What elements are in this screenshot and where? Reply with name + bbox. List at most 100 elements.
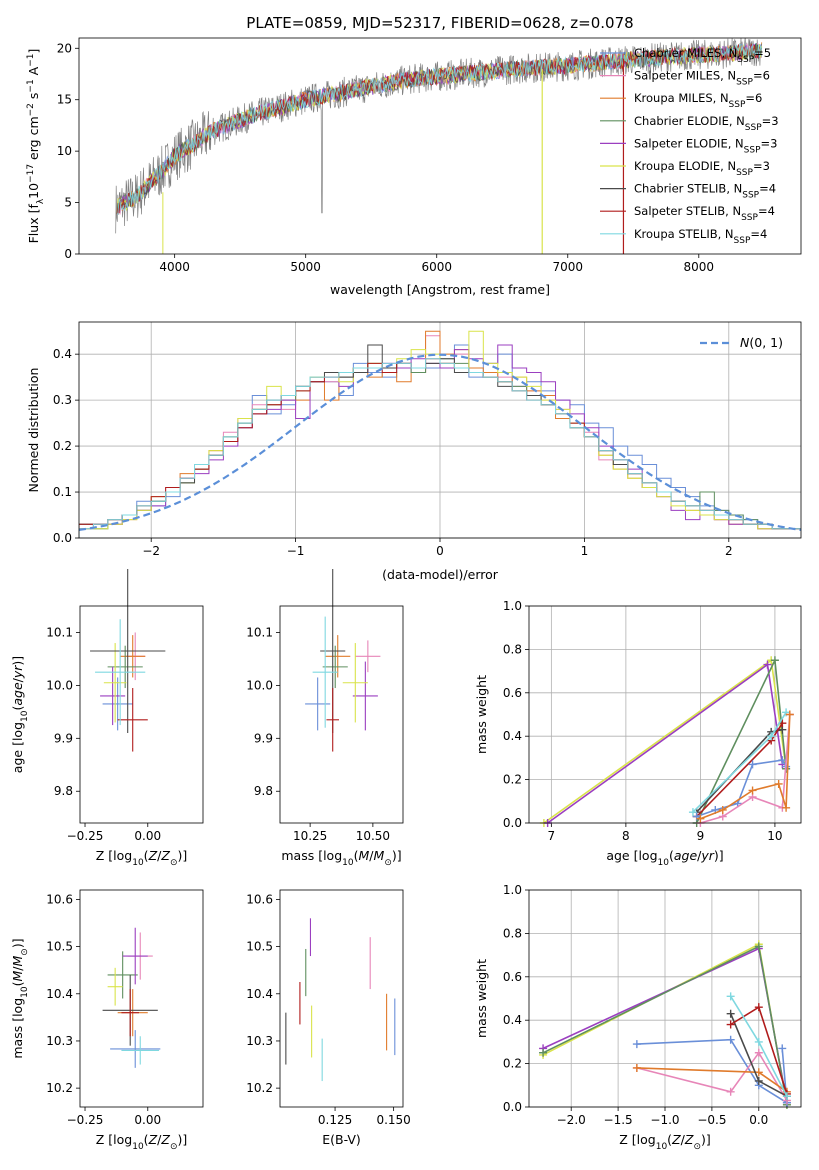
series-marker xyxy=(782,1092,791,1101)
series-marker xyxy=(726,1020,735,1029)
errorbar-chabrier-miles xyxy=(110,1030,161,1068)
x-tick-label: −0.25 xyxy=(67,1113,104,1127)
y-tick-label: 0.6 xyxy=(503,970,522,984)
y-tick-label: 0.4 xyxy=(503,729,522,743)
panel-age-vs-mass: 10.25 10.50 9.8 9.9 10.0 10.1 mass [log10(M/M⊙… xyxy=(246,568,404,868)
legend-label: Chabrier ELODIE, NSSP=3 xyxy=(634,114,779,133)
series-marker xyxy=(726,1009,735,1018)
series-marker xyxy=(767,732,776,741)
errorbar-salpeter-elodie xyxy=(352,661,378,731)
series-line xyxy=(696,759,787,818)
errorbar-chabrier-elodie xyxy=(107,951,138,999)
errorbar-kroupa-miles xyxy=(120,635,146,678)
series-line xyxy=(700,714,791,820)
model-line-chabrier-stelib xyxy=(116,44,763,216)
series-marker xyxy=(754,942,763,951)
errorbar-kroupa-stelib xyxy=(95,619,146,726)
x-tick-label: −2.0 xyxy=(557,1113,586,1127)
errorbar-kroupa-stelib xyxy=(312,616,338,728)
series-marker xyxy=(754,1003,763,1012)
legend-label: Salpeter STELIB, NSSP=4 xyxy=(634,204,775,223)
series-marker xyxy=(748,786,757,795)
y-tick-label: 15 xyxy=(57,93,72,107)
y-tick-label: 9.9 xyxy=(254,731,273,745)
legend-label: Kroupa STELIB, NSSP=4 xyxy=(634,227,767,246)
errorbar-salpeter-elodie xyxy=(122,927,148,985)
x-tick-label: 7 xyxy=(548,829,556,843)
legend-label: Salpeter ELODIE, NSSP=3 xyxy=(634,136,777,155)
panel-mass-vs-metallicity: −0.25 0.00 10.2 10.3 10.4 10.5 10.6 mass [log10… xyxy=(10,889,204,1152)
y-tick-label: 1.0 xyxy=(503,883,522,897)
errorbar-salpeter-stelib xyxy=(326,688,339,752)
x-tick-label: 8 xyxy=(622,829,630,843)
y-tick-label: 0.4 xyxy=(53,347,72,361)
series-marker xyxy=(718,805,727,814)
y-tick-label: 0.0 xyxy=(503,816,522,830)
x-tick-label: −0.25 xyxy=(67,829,104,843)
series-marker xyxy=(785,710,794,719)
y-tick-label: 0.1 xyxy=(53,485,72,499)
y-axis-label: mass [log10(M/M⊙)] xyxy=(10,938,30,1058)
errorbar-kroupa-stelib xyxy=(121,1036,160,1065)
x-tick-label: −0.5 xyxy=(697,1113,726,1127)
x-axis-label: Z [log10(Z/Z⊙)] xyxy=(96,848,188,868)
series-marker xyxy=(763,660,772,669)
errorbar-salpeter-stelib xyxy=(121,989,139,1037)
x-tick-label: 9 xyxy=(697,829,705,843)
x-tick-label: 5000 xyxy=(290,260,321,274)
residual-legend: N(0, 1) xyxy=(700,335,783,350)
y-tick-label: 0.0 xyxy=(503,1100,522,1114)
x-axis-label: Z [log10(Z/Z⊙)] xyxy=(619,1132,711,1152)
x-tick-label: 0.00 xyxy=(134,829,161,843)
x-tick-label: 0 xyxy=(436,544,444,558)
spectrum-lines xyxy=(115,38,763,254)
y-tick-label: 10.1 xyxy=(246,625,273,639)
panel-mass-weight-vs-metallicity: −2.0 −1.5 −1.0 −0.5 0.0 0.0 0.2 0.4 0.6 0.8 1.0 mas… xyxy=(474,883,802,1152)
y-tick-label: 0.2 xyxy=(53,439,72,453)
figure-title: PLATE=0859, MJD=52317, FIBERID=0628, z=0… xyxy=(246,14,633,32)
y-tick-label: 0.4 xyxy=(503,1013,522,1027)
y-tick-label: 9.9 xyxy=(54,731,73,745)
y-tick-label: 10.2 xyxy=(246,1081,273,1095)
series-marker xyxy=(688,808,697,817)
x-tick-label: −2 xyxy=(142,544,160,558)
y-tick-label: 10.0 xyxy=(46,678,73,692)
x-tick-label: 10.50 xyxy=(356,829,390,843)
y-axis-label: mass weight xyxy=(474,959,489,1038)
axes-frame xyxy=(79,889,204,1108)
x-tick-label: 0.00 xyxy=(134,1113,161,1127)
series-line xyxy=(547,663,784,824)
x-tick-label: 10 xyxy=(767,829,782,843)
y-axis-label: age [log10(age/yr)] xyxy=(10,656,30,773)
x-axis-label: wavelength [Angstrom, rest frame] xyxy=(330,282,550,297)
x-tick-label: −1.0 xyxy=(650,1113,679,1127)
x-axis-label: mass [log10(M/M⊙)] xyxy=(281,848,401,868)
legend-label: Salpeter MILES, NSSP=6 xyxy=(634,69,770,88)
y-tick-label: 0.2 xyxy=(503,1057,522,1071)
x-tick-label: 8000 xyxy=(684,260,715,274)
x-tick-label: 7000 xyxy=(552,260,583,274)
errorbar-kroupa-miles xyxy=(325,635,351,678)
errorbar-chabrier-stelib xyxy=(90,568,166,734)
errorbar-chabrier-elodie xyxy=(107,645,143,689)
errorbar-kroupa-elodie xyxy=(342,643,368,723)
series-kroupa-stelib xyxy=(688,708,791,817)
series-marker xyxy=(782,803,791,812)
series-marker xyxy=(754,1037,763,1046)
errorbar-kroupa-elodie xyxy=(107,967,123,1006)
x-tick-label: 0.150 xyxy=(376,1113,410,1127)
gaussian-curve xyxy=(79,353,801,531)
series-kroupa-stelib xyxy=(726,992,791,1101)
histogram-kroupa-stelib xyxy=(79,358,801,538)
x-tick-label: 0.125 xyxy=(318,1113,352,1127)
series-marker xyxy=(748,760,757,769)
axes-frame xyxy=(78,37,802,255)
x-axis-label: (data-model)/error xyxy=(382,567,499,582)
panel-mass-vs-reddening: 0.125 0.150 10.2 10.3 10.4 10.5 10.6 E(B-V) xyxy=(246,889,411,1147)
y-tick-label: 10.4 xyxy=(46,987,73,1001)
y-tick-label: 0.0 xyxy=(53,531,72,545)
errorbar-salpeter-miles xyxy=(355,640,381,673)
series-marker xyxy=(754,1068,763,1077)
